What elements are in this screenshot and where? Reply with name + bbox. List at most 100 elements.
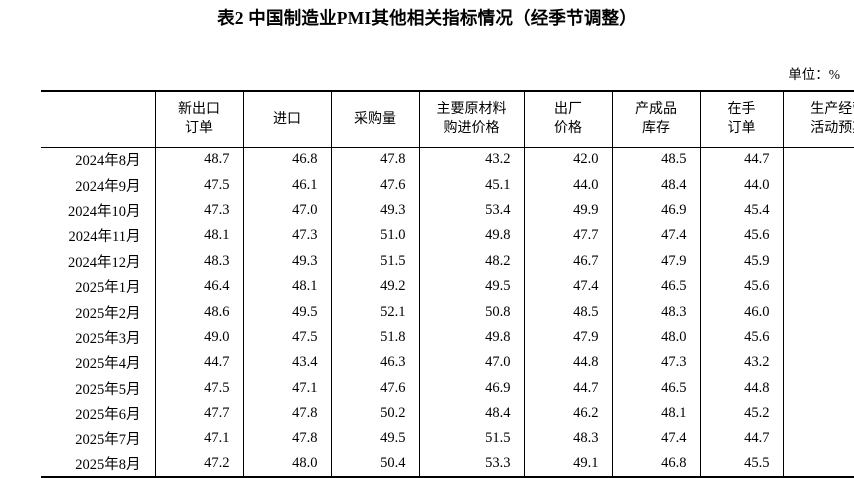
cell-finished_goods_inventory: 46.8 [612, 452, 700, 477]
cell-production_expectations: 52.0 [783, 147, 854, 172]
cell-backlog_of_orders: 46.0 [700, 299, 783, 324]
cell-production_expectations: 53.7 [783, 452, 854, 477]
cell-imports: 47.8 [243, 401, 331, 426]
header-line-2: 价格 [525, 119, 612, 138]
cell-input_prices: 50.8 [419, 299, 524, 324]
cell-new_export_orders: 48.1 [155, 223, 243, 248]
cell-imports: 47.1 [243, 376, 331, 401]
cell-input_prices: 51.5 [419, 426, 524, 451]
cell-production_expectations: 54.7 [783, 223, 854, 248]
cell-input_prices: 53.3 [419, 452, 524, 477]
cell-production_expectations: 54.5 [783, 299, 854, 324]
cell-purchase_volume: 47.6 [331, 172, 419, 197]
cell-new_export_orders: 47.1 [155, 426, 243, 451]
cell-output_prices: 47.7 [524, 223, 612, 248]
cell-purchase_volume: 47.6 [331, 376, 419, 401]
column-header-input-prices: 主要原材料 购进价格 [419, 91, 524, 147]
cell-backlog_of_orders: 44.7 [700, 147, 783, 172]
cell-purchase_volume: 51.8 [331, 325, 419, 350]
cell-production_expectations: 55.3 [783, 274, 854, 299]
cell-new_export_orders: 47.5 [155, 172, 243, 197]
cell-finished_goods_inventory: 47.4 [612, 223, 700, 248]
cell-finished_goods_inventory: 48.3 [612, 299, 700, 324]
cell-backlog_of_orders: 45.6 [700, 274, 783, 299]
cell-output_prices: 42.0 [524, 147, 612, 172]
header-line-2: 活动预期 [784, 119, 854, 138]
page-title: 表2 中国制造业PMI其他相关指标情况（经季节调整） [0, 6, 854, 30]
header-line-1: 进口 [244, 110, 331, 129]
row-label-period: 2024年11月 [41, 223, 155, 248]
unit-label: 单位：% [788, 66, 840, 84]
cell-imports: 47.3 [243, 223, 331, 248]
cell-new_export_orders: 47.5 [155, 376, 243, 401]
cell-input_prices: 48.4 [419, 401, 524, 426]
row-label-period: 2025年3月 [41, 325, 155, 350]
cell-purchase_volume: 49.5 [331, 426, 419, 451]
cell-purchase_volume: 47.8 [331, 147, 419, 172]
cell-production_expectations: 54.0 [783, 198, 854, 223]
cell-input_prices: 46.9 [419, 376, 524, 401]
cell-imports: 49.5 [243, 299, 331, 324]
pmi-indicators-table: 新出口 订单 进口 采购量 主要原材料 购进价格 出厂 价格 [41, 90, 854, 478]
cell-imports: 47.5 [243, 325, 331, 350]
cell-new_export_orders: 47.7 [155, 401, 243, 426]
cell-purchase_volume: 50.2 [331, 401, 419, 426]
header-line-1: 采购量 [332, 110, 419, 129]
header-line-1: 主要原材料 [420, 100, 524, 119]
cell-purchase_volume: 51.0 [331, 223, 419, 248]
header-line-2: 库存 [613, 119, 700, 138]
cell-finished_goods_inventory: 47.3 [612, 350, 700, 375]
row-label-period: 2024年9月 [41, 172, 155, 197]
cell-backlog_of_orders: 45.6 [700, 325, 783, 350]
row-label-period: 2025年5月 [41, 376, 155, 401]
cell-production_expectations: 52.5 [783, 376, 854, 401]
column-header-backlog-of-orders: 在手 订单 [700, 91, 783, 147]
cell-finished_goods_inventory: 48.4 [612, 172, 700, 197]
cell-purchase_volume: 46.3 [331, 350, 419, 375]
cell-imports: 48.1 [243, 274, 331, 299]
cell-purchase_volume: 51.5 [331, 249, 419, 274]
cell-imports: 46.1 [243, 172, 331, 197]
cell-output_prices: 47.4 [524, 274, 612, 299]
cell-imports: 47.8 [243, 426, 331, 451]
cell-output_prices: 44.7 [524, 376, 612, 401]
cell-output_prices: 48.5 [524, 299, 612, 324]
cell-purchase_volume: 50.4 [331, 452, 419, 477]
cell-backlog_of_orders: 45.5 [700, 452, 783, 477]
cell-output_prices: 44.8 [524, 350, 612, 375]
header-line-1: 出厂 [525, 100, 612, 119]
cell-finished_goods_inventory: 47.9 [612, 249, 700, 274]
cell-finished_goods_inventory: 46.5 [612, 376, 700, 401]
cell-input_prices: 49.8 [419, 223, 524, 248]
cell-new_export_orders: 46.4 [155, 274, 243, 299]
cell-input_prices: 43.2 [419, 147, 524, 172]
cell-production_expectations: 53.8 [783, 325, 854, 350]
cell-new_export_orders: 44.7 [155, 350, 243, 375]
cell-finished_goods_inventory: 48.5 [612, 147, 700, 172]
cell-imports: 47.0 [243, 198, 331, 223]
cell-production_expectations: 52.1 [783, 350, 854, 375]
cell-backlog_of_orders: 45.2 [700, 401, 783, 426]
table-header-row: 新出口 订单 进口 采购量 主要原材料 购进价格 出厂 价格 [41, 91, 854, 147]
column-header-imports: 进口 [243, 91, 331, 147]
cell-finished_goods_inventory: 47.4 [612, 426, 700, 451]
row-label-period: 2024年8月 [41, 147, 155, 172]
cell-new_export_orders: 49.0 [155, 325, 243, 350]
cell-imports: 46.8 [243, 147, 331, 172]
cell-finished_goods_inventory: 46.5 [612, 274, 700, 299]
cell-input_prices: 49.8 [419, 325, 524, 350]
cell-output_prices: 47.9 [524, 325, 612, 350]
cell-output_prices: 46.2 [524, 401, 612, 426]
row-label-period: 2025年8月 [41, 452, 155, 477]
column-header-output-prices: 出厂 价格 [524, 91, 612, 147]
cell-finished_goods_inventory: 48.1 [612, 401, 700, 426]
